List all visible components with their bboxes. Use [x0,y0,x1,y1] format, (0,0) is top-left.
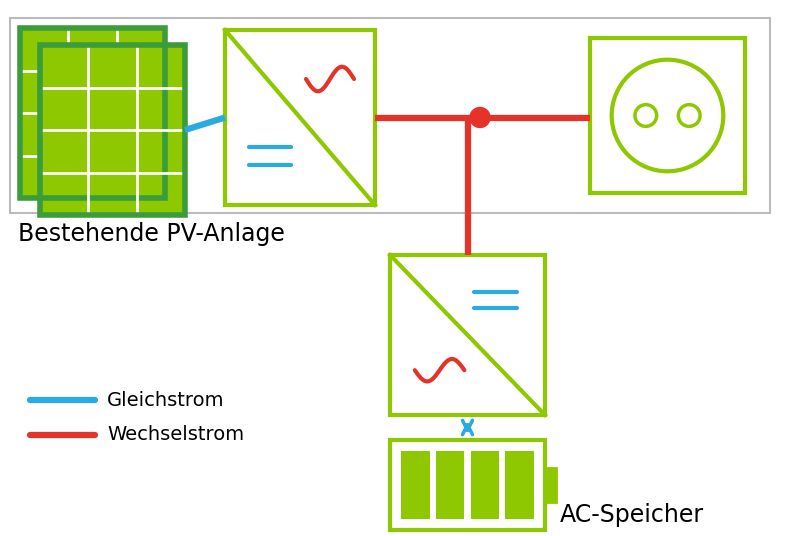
Bar [436,451,464,519]
Bar [390,255,545,415]
Text: AC-Speicher: AC-Speicher [560,503,704,527]
Bar [390,440,545,530]
Bar [10,18,770,213]
Bar [401,451,430,519]
Bar [470,451,499,519]
Bar [40,45,185,215]
Text: Gleichstrom: Gleichstrom [107,391,225,410]
Bar [506,451,534,519]
Text: Bestehende PV-Anlage: Bestehende PV-Anlage [18,222,285,246]
Bar [225,30,375,205]
Bar [40,45,185,215]
Bar [590,38,745,193]
Bar [20,28,165,198]
Text: Wechselstrom: Wechselstrom [107,426,244,444]
Bar [20,28,165,198]
Bar [545,468,556,502]
Circle shape [470,108,490,128]
